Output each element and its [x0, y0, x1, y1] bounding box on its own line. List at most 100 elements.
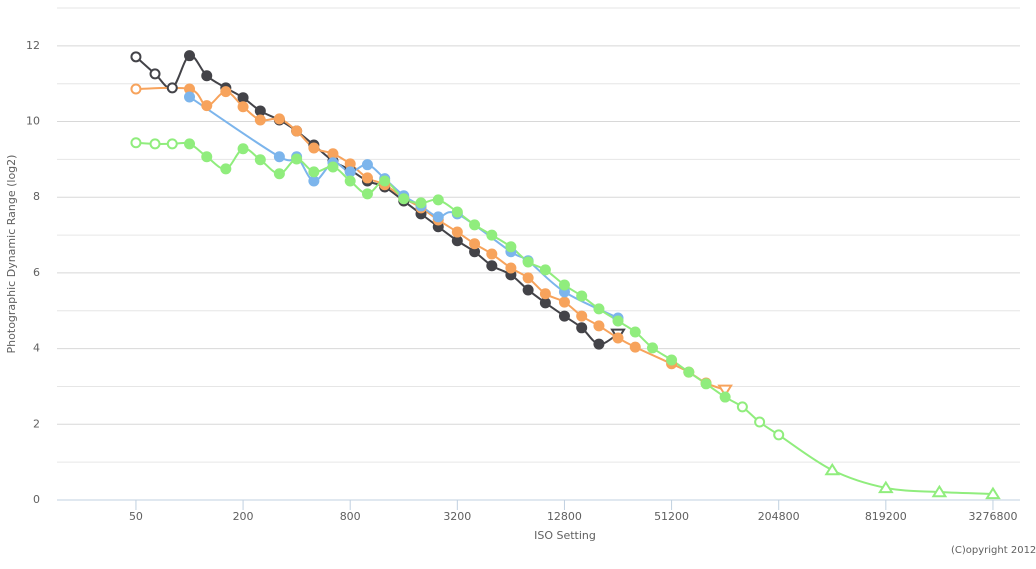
data-marker	[486, 248, 498, 260]
x-tick-label: 50	[129, 510, 143, 523]
data-marker	[344, 158, 356, 170]
data-marker	[291, 153, 303, 165]
data-marker	[522, 256, 534, 268]
data-marker	[254, 154, 266, 166]
data-marker	[254, 114, 266, 126]
data-marker	[505, 241, 517, 253]
data-marker	[451, 226, 463, 238]
data-marker	[361, 172, 373, 184]
data-marker	[824, 462, 841, 476]
data-marker	[522, 272, 534, 284]
x-tick-label: 204800	[758, 510, 800, 523]
data-marker	[629, 341, 641, 353]
data-marker	[451, 206, 463, 218]
data-marker	[647, 342, 659, 354]
data-marker	[184, 138, 196, 150]
data-marker	[379, 175, 391, 187]
data-marker	[291, 125, 303, 137]
data-marker	[666, 354, 678, 366]
data-marker	[308, 166, 320, 178]
x-tick-label: 3200	[443, 510, 471, 523]
data-marker	[344, 166, 356, 178]
data-marker	[576, 322, 588, 334]
data-marker	[130, 83, 142, 95]
y-tick-label: 10	[26, 115, 40, 128]
data-marker	[237, 101, 249, 113]
data-marker	[700, 378, 712, 390]
data-marker	[558, 310, 570, 322]
data-marker	[773, 429, 785, 441]
series-line	[135, 54, 619, 346]
data-marker	[576, 290, 588, 302]
data-marker	[344, 175, 356, 187]
data-marker	[220, 163, 232, 175]
data-marker	[612, 332, 624, 344]
data-marker	[451, 235, 463, 247]
data-marker	[166, 82, 178, 94]
x-tick-label: 3276800	[968, 510, 1017, 523]
data-marker	[878, 480, 894, 494]
data-marker	[593, 303, 605, 315]
layer	[57, 7, 1020, 510]
data-marker	[201, 100, 213, 112]
data-marker	[308, 142, 320, 154]
data-marker	[415, 197, 427, 209]
data-marker	[469, 238, 481, 250]
y-tick-label: 12	[26, 39, 40, 52]
data-marker	[469, 219, 481, 231]
y-tick-label: 4	[33, 342, 40, 355]
data-marker	[612, 315, 624, 327]
data-marker	[184, 83, 196, 95]
data-marker	[361, 159, 373, 171]
data-marker	[166, 138, 178, 150]
data-marker	[522, 284, 534, 296]
data-marker	[486, 229, 498, 241]
data-marker	[130, 137, 142, 149]
data-marker	[130, 51, 142, 63]
data-marker	[593, 338, 605, 350]
data-marker	[719, 391, 731, 403]
data-marker	[432, 211, 444, 223]
data-marker	[717, 384, 733, 398]
x-tick-label: 200	[233, 510, 254, 523]
data-marker	[254, 105, 266, 117]
data-marker	[539, 264, 551, 276]
data-marker	[327, 161, 339, 173]
y-axis-title: Photographic Dynamic Range (log2)	[5, 155, 18, 354]
layer	[130, 50, 1001, 500]
data-marker	[683, 366, 695, 378]
data-marker	[432, 194, 444, 206]
data-marker	[237, 92, 249, 104]
data-marker	[539, 288, 551, 300]
y-tick-label: 2	[33, 417, 40, 430]
data-marker	[149, 68, 161, 80]
data-marker	[398, 193, 410, 205]
y-tick-label: 8	[33, 190, 40, 203]
data-marker	[985, 486, 1001, 500]
data-marker	[486, 260, 498, 272]
data-marker	[184, 50, 196, 62]
data-marker	[308, 175, 320, 187]
x-tick-label: 819200	[865, 510, 907, 523]
data-marker	[201, 70, 213, 82]
y-tick-label: 0	[33, 493, 40, 506]
data-marker	[558, 279, 570, 291]
data-marker	[361, 188, 373, 200]
y-tick-label: 6	[33, 266, 40, 279]
x-tick-label: 51200	[654, 510, 689, 523]
data-marker	[220, 86, 232, 98]
x-axis-title: ISO Setting	[534, 529, 596, 542]
data-marker	[184, 91, 196, 103]
data-marker	[469, 246, 481, 258]
data-marker	[754, 416, 766, 428]
x-tick-label: 800	[340, 510, 361, 523]
data-marker	[149, 138, 161, 150]
data-marker	[593, 320, 605, 332]
data-marker	[505, 262, 517, 274]
data-marker	[629, 326, 641, 338]
series-line	[188, 96, 619, 319]
data-marker	[736, 401, 748, 413]
data-marker	[931, 484, 948, 498]
